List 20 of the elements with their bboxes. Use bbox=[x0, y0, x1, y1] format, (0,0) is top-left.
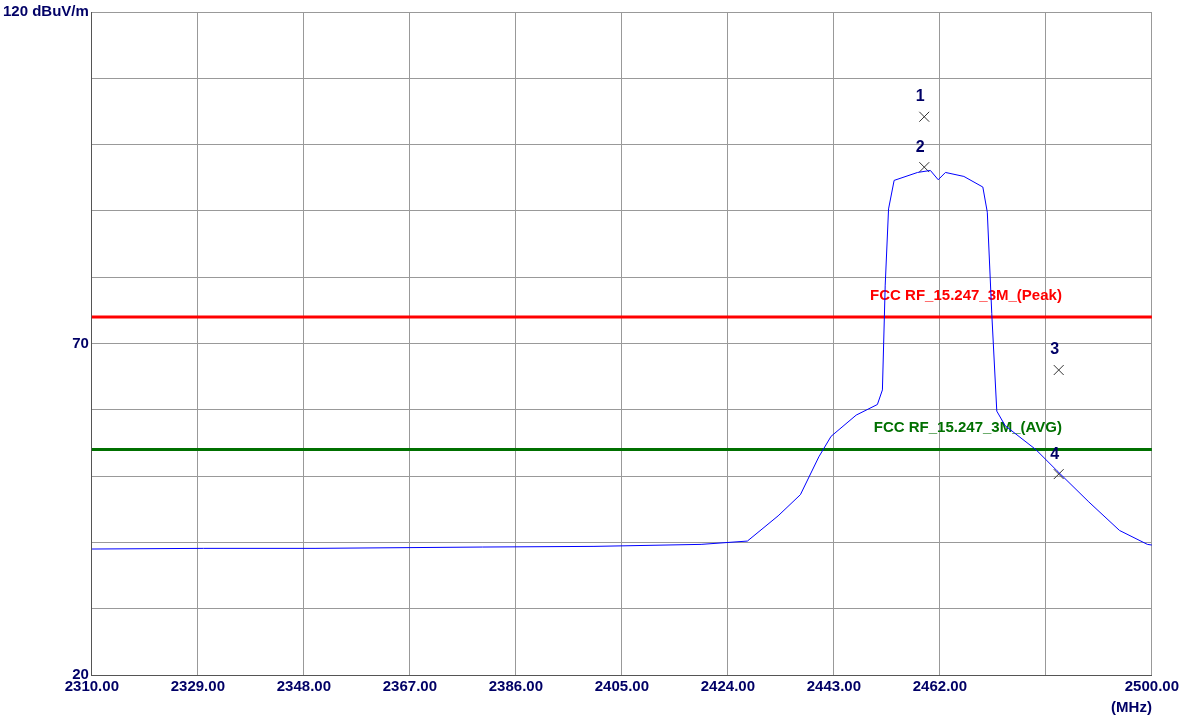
annotation: 2 bbox=[915, 137, 925, 155]
x-tick-label: 2329.00 bbox=[170, 677, 225, 695]
point bbox=[918, 111, 930, 123]
x-tick-label: 2348.00 bbox=[276, 677, 331, 695]
x-tick-label: 2500.00 bbox=[1124, 677, 1180, 695]
x-tick-label: 2443.00 bbox=[806, 677, 861, 695]
point bbox=[1053, 364, 1065, 376]
x-tick-label: 2462.00 bbox=[912, 677, 967, 695]
point bbox=[918, 161, 930, 173]
y-tick-label: 120 dBuV/m bbox=[2, 2, 89, 20]
x-tick-label: 2367.00 bbox=[382, 677, 437, 695]
ref-line-label: FCC RF_15.247_3M_(Peak) bbox=[870, 285, 1062, 303]
x-tick-label: 2424.00 bbox=[700, 677, 755, 695]
point bbox=[1053, 468, 1065, 480]
x-tick-label: 2386.00 bbox=[488, 677, 543, 695]
x-axis-title: (MHz) bbox=[1111, 698, 1152, 716]
annotation: 3 bbox=[1050, 340, 1060, 358]
x-tick-label: 2405.00 bbox=[594, 677, 649, 695]
annotation: 1 bbox=[915, 87, 925, 105]
y-tick-label: 70 bbox=[72, 333, 89, 351]
